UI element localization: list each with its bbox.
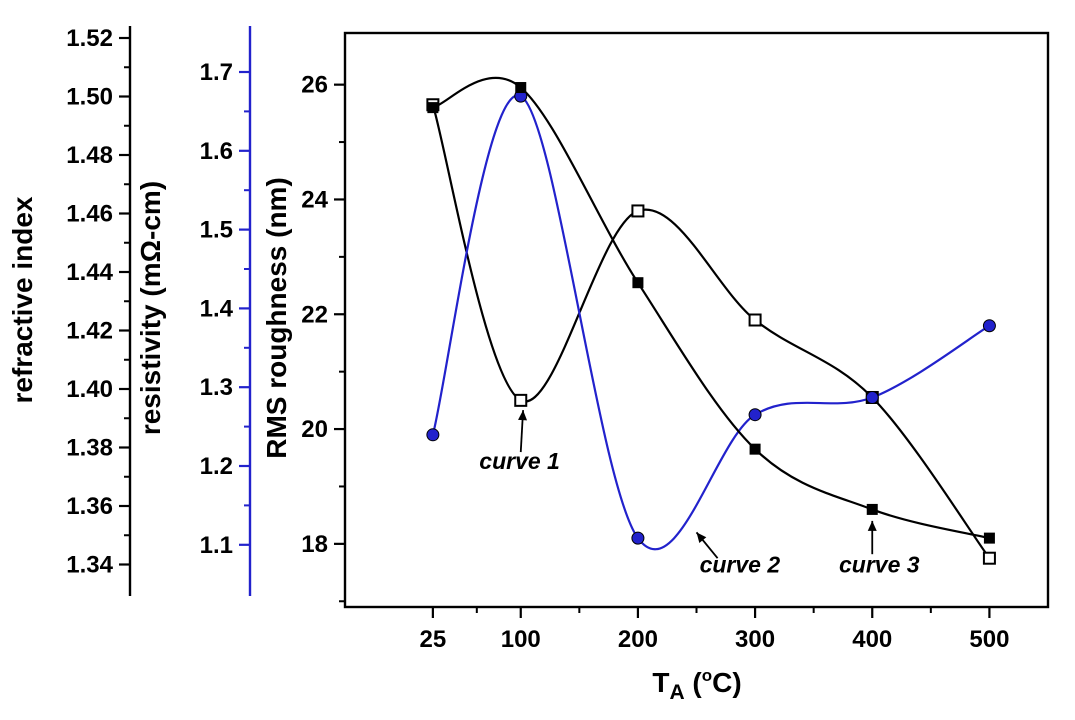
resistivity-axis-title: resistivity (mΩ-cm)	[135, 181, 166, 435]
resistivity-tick-label: 1.4	[200, 295, 234, 322]
marker-open-square	[982, 551, 996, 565]
x-axis-title-mid: (	[685, 667, 703, 698]
annotation-arrow-head	[867, 520, 877, 531]
marker-filled-square	[427, 102, 439, 114]
x-tick-label: 400	[852, 626, 892, 653]
x-axis-title: TA (oC)	[652, 666, 741, 704]
refractive-tick-label: 1.42	[66, 318, 113, 345]
marker-open-square	[514, 393, 528, 407]
marker-filled-circle	[865, 390, 879, 404]
marker-filled-circle	[982, 319, 996, 333]
refractive-tick-label: 1.52	[66, 25, 113, 52]
marker-filled-square	[632, 277, 644, 289]
refractive-index-axis-title: refractive index	[7, 196, 38, 403]
refractive-tick-label: 1.44	[66, 259, 113, 286]
marker-filled-circle	[426, 428, 440, 442]
generated-annotations: curve 1 curve 2 curve 3	[479, 410, 920, 578]
resistivity-tick-label: 1.5	[200, 217, 233, 244]
refractive-tick-label: 1.38	[66, 435, 113, 462]
rms-tick-label: 18	[301, 531, 328, 558]
marker-open-square	[748, 313, 762, 327]
rms-tick-label: 26	[301, 72, 328, 99]
x-axis-title-subscript: A	[669, 681, 684, 704]
marker-filled-circle	[748, 408, 762, 422]
annotation-label-curve-1: curve 1	[479, 448, 560, 474]
x-tick-label: 500	[969, 626, 1009, 653]
marker-open-square	[631, 204, 645, 218]
generated-curves	[426, 76, 996, 565]
resistivity-tick-label: 1.7	[200, 59, 233, 86]
marker-filled-circle	[631, 531, 645, 545]
plot-frame	[343, 31, 1050, 609]
refractive-tick-label: 1.48	[66, 142, 113, 169]
refractive-tick-label: 1.40	[66, 376, 113, 403]
resistivity-tick-label: 1.6	[200, 138, 233, 165]
annotation-label-curve-3: curve 3	[839, 552, 920, 578]
annotation-arrow-head	[518, 410, 528, 421]
rms-tick-label: 24	[301, 186, 328, 213]
annotation-label-curve-2: curve 2	[700, 552, 781, 578]
refractive-tick-label: 1.46	[66, 201, 113, 228]
x-axis-title-unit: C)	[712, 667, 742, 698]
rms-roughness-axis-title: RMS roughness (nm)	[261, 177, 292, 459]
x-tick-label: 200	[618, 626, 658, 653]
series-line-curve-1	[431, 104, 991, 559]
marker-filled-square	[983, 532, 995, 544]
refractive-tick-label: 1.36	[66, 493, 113, 520]
generated-axes: 25 100 200 300 400 500 26 24 22 20 18 1.52 1.50 1.48 1…	[66, 25, 1050, 653]
rms-tick-label: 22	[301, 301, 328, 328]
series-line-curve-2	[431, 94, 990, 550]
x-axis-title-degree: o	[702, 666, 712, 685]
x-tick-label: 100	[501, 626, 541, 653]
x-axis-title-main: T	[652, 667, 669, 698]
annotation-arrow-head	[696, 532, 707, 543]
marker-filled-square	[515, 82, 527, 94]
marker-filled-square	[866, 503, 878, 515]
x-tick-label: 300	[735, 626, 775, 653]
resistivity-tick-label: 1.3	[200, 374, 233, 401]
marker-filled-square	[749, 443, 761, 455]
rms-tick-label: 20	[301, 416, 328, 443]
resistivity-tick-label: 1.1	[200, 532, 233, 559]
refractive-tick-label: 1.50	[66, 84, 113, 111]
refractive-tick-label: 1.34	[66, 552, 113, 579]
x-tick-label: 25	[420, 626, 447, 653]
resistivity-tick-label: 1.2	[200, 453, 233, 480]
